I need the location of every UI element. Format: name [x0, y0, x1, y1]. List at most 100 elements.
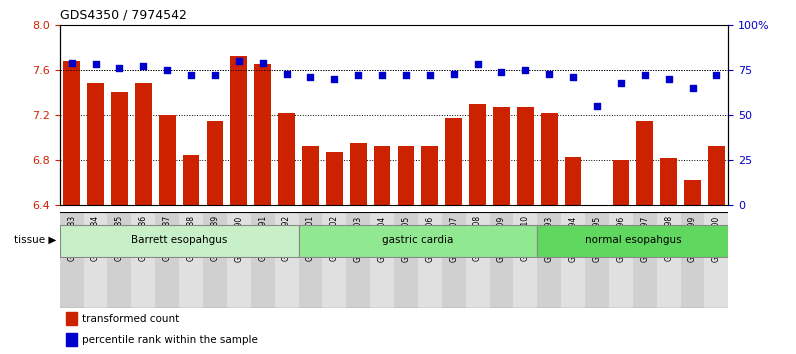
Bar [421, 145, 438, 205]
Text: GSM851997: GSM851997 [640, 215, 650, 262]
Bar [612, 160, 629, 205]
Text: GSM852008: GSM852008 [473, 215, 482, 261]
Point [89, 62, 102, 67]
Point [447, 71, 460, 76]
Point [400, 73, 412, 78]
Bar [66, 312, 77, 325]
Bar [513, 212, 537, 308]
Text: GSM851992: GSM851992 [282, 215, 291, 261]
FancyBboxPatch shape [537, 225, 728, 257]
Bar [466, 212, 490, 308]
Bar [564, 157, 581, 205]
Text: GSM851986: GSM851986 [139, 215, 148, 261]
Text: transformed count: transformed count [83, 314, 180, 324]
Bar [203, 212, 227, 308]
Text: GSM852000: GSM852000 [712, 215, 721, 262]
Bar [704, 212, 728, 308]
Bar [322, 212, 346, 308]
Bar [131, 212, 155, 308]
Bar [636, 121, 653, 205]
Bar [418, 212, 442, 308]
Bar [397, 145, 414, 205]
Point [662, 76, 675, 82]
Text: Barrett esopahgus: Barrett esopahgus [131, 235, 228, 245]
Bar [251, 212, 275, 308]
Bar [657, 212, 681, 308]
Text: GSM851989: GSM851989 [210, 215, 220, 261]
Text: GSM852003: GSM852003 [353, 215, 363, 262]
Bar [469, 104, 486, 205]
Bar [254, 64, 271, 205]
Text: GSM851996: GSM851996 [616, 215, 626, 262]
Bar [493, 107, 509, 205]
Text: gastric cardia: gastric cardia [382, 235, 454, 245]
Point [304, 74, 317, 80]
Bar [490, 212, 513, 308]
Bar [66, 333, 77, 346]
Text: GSM852006: GSM852006 [425, 215, 435, 262]
Bar [442, 212, 466, 308]
Bar [349, 143, 366, 205]
Bar [158, 115, 175, 205]
Text: GSM851995: GSM851995 [592, 215, 602, 262]
Text: GSM851984: GSM851984 [91, 215, 100, 261]
Point [638, 73, 651, 78]
Bar [302, 145, 318, 205]
FancyBboxPatch shape [298, 225, 537, 257]
Point [519, 67, 532, 73]
Point [710, 73, 723, 78]
Point [161, 67, 174, 73]
Text: GSM852001: GSM852001 [306, 215, 315, 261]
Text: GSM852004: GSM852004 [377, 215, 387, 262]
Bar [561, 212, 585, 308]
Bar [111, 92, 127, 205]
Bar [373, 145, 390, 205]
Bar [84, 212, 107, 308]
Text: GSM851990: GSM851990 [234, 215, 244, 262]
Point [376, 73, 388, 78]
Point [209, 73, 221, 78]
Bar [681, 212, 704, 308]
Bar [537, 212, 561, 308]
Bar [517, 107, 533, 205]
Point [232, 58, 245, 64]
Text: GSM852007: GSM852007 [449, 215, 458, 262]
Bar [684, 181, 700, 205]
Point [328, 76, 341, 82]
Bar [135, 84, 151, 205]
Text: normal esopahgus: normal esopahgus [584, 235, 681, 245]
Text: GSM851988: GSM851988 [186, 215, 196, 261]
Bar [585, 212, 609, 308]
Point [591, 103, 603, 109]
Text: GSM852005: GSM852005 [401, 215, 411, 262]
Point [113, 65, 126, 71]
Point [567, 74, 579, 80]
Text: GSM852010: GSM852010 [521, 215, 530, 261]
Bar [227, 212, 251, 308]
Text: GSM851993: GSM851993 [544, 215, 554, 262]
Bar [87, 84, 103, 205]
Point [137, 63, 150, 69]
Point [352, 73, 365, 78]
Bar [182, 155, 199, 205]
Text: GSM851998: GSM851998 [664, 215, 673, 261]
Bar [326, 152, 342, 205]
Point [185, 73, 197, 78]
Point [471, 62, 484, 67]
Bar [275, 212, 298, 308]
Text: GSM851985: GSM851985 [115, 215, 124, 261]
Text: GSM851999: GSM851999 [688, 215, 697, 262]
Point [615, 80, 627, 85]
Point [543, 71, 556, 76]
Text: GSM851991: GSM851991 [258, 215, 267, 261]
Bar [708, 145, 724, 205]
Text: GSM851987: GSM851987 [162, 215, 172, 261]
Text: GSM852009: GSM852009 [497, 215, 506, 262]
Text: GDS4350 / 7974542: GDS4350 / 7974542 [60, 9, 186, 22]
Bar [445, 119, 462, 205]
Bar [609, 212, 633, 308]
FancyBboxPatch shape [60, 225, 298, 257]
Point [280, 71, 293, 76]
Point [65, 60, 78, 65]
Point [495, 69, 508, 75]
